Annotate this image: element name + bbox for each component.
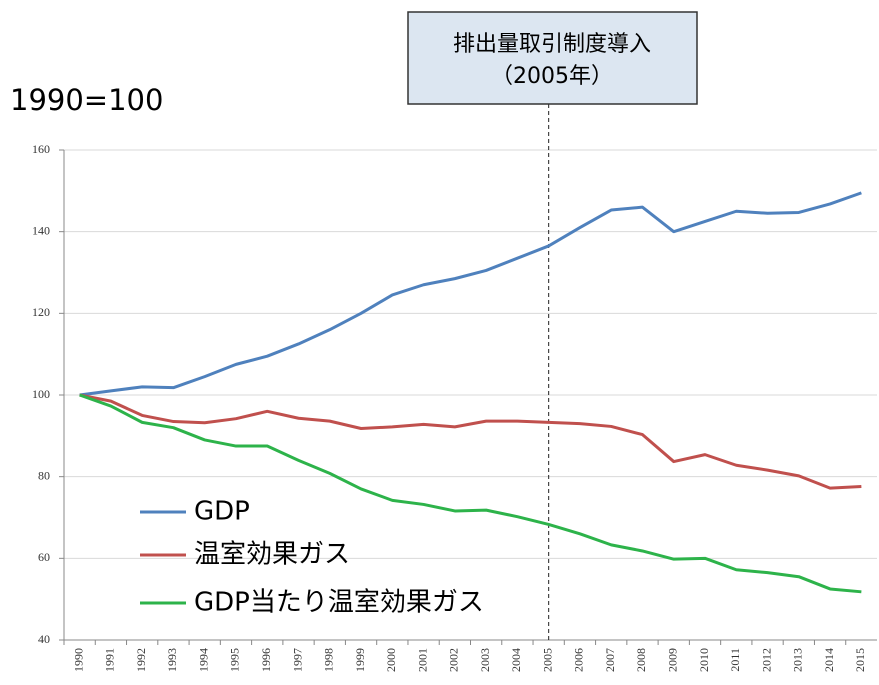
y-tick-label: 40 xyxy=(38,632,50,646)
x-tick-label: 2002 xyxy=(447,648,461,672)
annotation-box xyxy=(407,11,698,105)
x-tick-label: 1995 xyxy=(228,648,242,672)
x-tick-label: 1990 xyxy=(71,648,85,672)
x-tick-label: 1994 xyxy=(196,648,210,672)
x-tick-label: 2004 xyxy=(509,648,523,672)
series-line xyxy=(79,393,862,490)
y-tick-label: 160 xyxy=(32,142,50,156)
series-line xyxy=(79,191,862,397)
x-tick-label: 2001 xyxy=(415,648,429,672)
series-line xyxy=(79,393,862,594)
x-tick-label: 2009 xyxy=(666,648,680,672)
y-axis-label: 1990=100 xyxy=(10,83,163,117)
y-tick-label: 120 xyxy=(32,305,50,319)
legend-label: GDP xyxy=(194,497,250,527)
x-tick-label: 2005 xyxy=(540,648,554,672)
y-tick-label: 100 xyxy=(32,387,50,401)
y-tick-label: 60 xyxy=(38,550,50,564)
annotation-text: （2005年） xyxy=(491,64,613,89)
annotation-text: 排出量取引制度導入 xyxy=(453,32,651,57)
y-tick-label: 140 xyxy=(32,223,50,237)
x-tick-label: 2003 xyxy=(478,648,492,672)
y-tick-label: 80 xyxy=(38,468,50,482)
x-tick-label: 1996 xyxy=(259,648,273,672)
legend-label: GDP当たり温室効果ガス xyxy=(194,588,484,618)
x-tick-label: 2008 xyxy=(634,648,648,672)
x-tick-label: 2013 xyxy=(791,648,805,672)
x-tick-label: 2015 xyxy=(853,648,867,672)
x-tick-label: 2006 xyxy=(572,648,586,672)
x-tick-label: 2000 xyxy=(384,648,398,672)
x-tick-label: 1999 xyxy=(353,648,367,672)
x-tick-label: 2007 xyxy=(603,648,617,672)
x-tick-label: 2014 xyxy=(822,648,836,672)
x-tick-label: 2010 xyxy=(697,648,711,672)
x-tick-label: 1997 xyxy=(290,648,304,672)
x-tick-label: 1991 xyxy=(103,648,117,672)
x-tick-label: 1992 xyxy=(134,648,148,672)
legend-label: 温室効果ガス xyxy=(194,540,350,570)
x-tick-label: 1998 xyxy=(322,648,336,672)
x-tick-label: 1993 xyxy=(165,648,179,672)
x-tick-label: 2011 xyxy=(728,648,742,672)
x-tick-label: 2012 xyxy=(759,648,773,672)
